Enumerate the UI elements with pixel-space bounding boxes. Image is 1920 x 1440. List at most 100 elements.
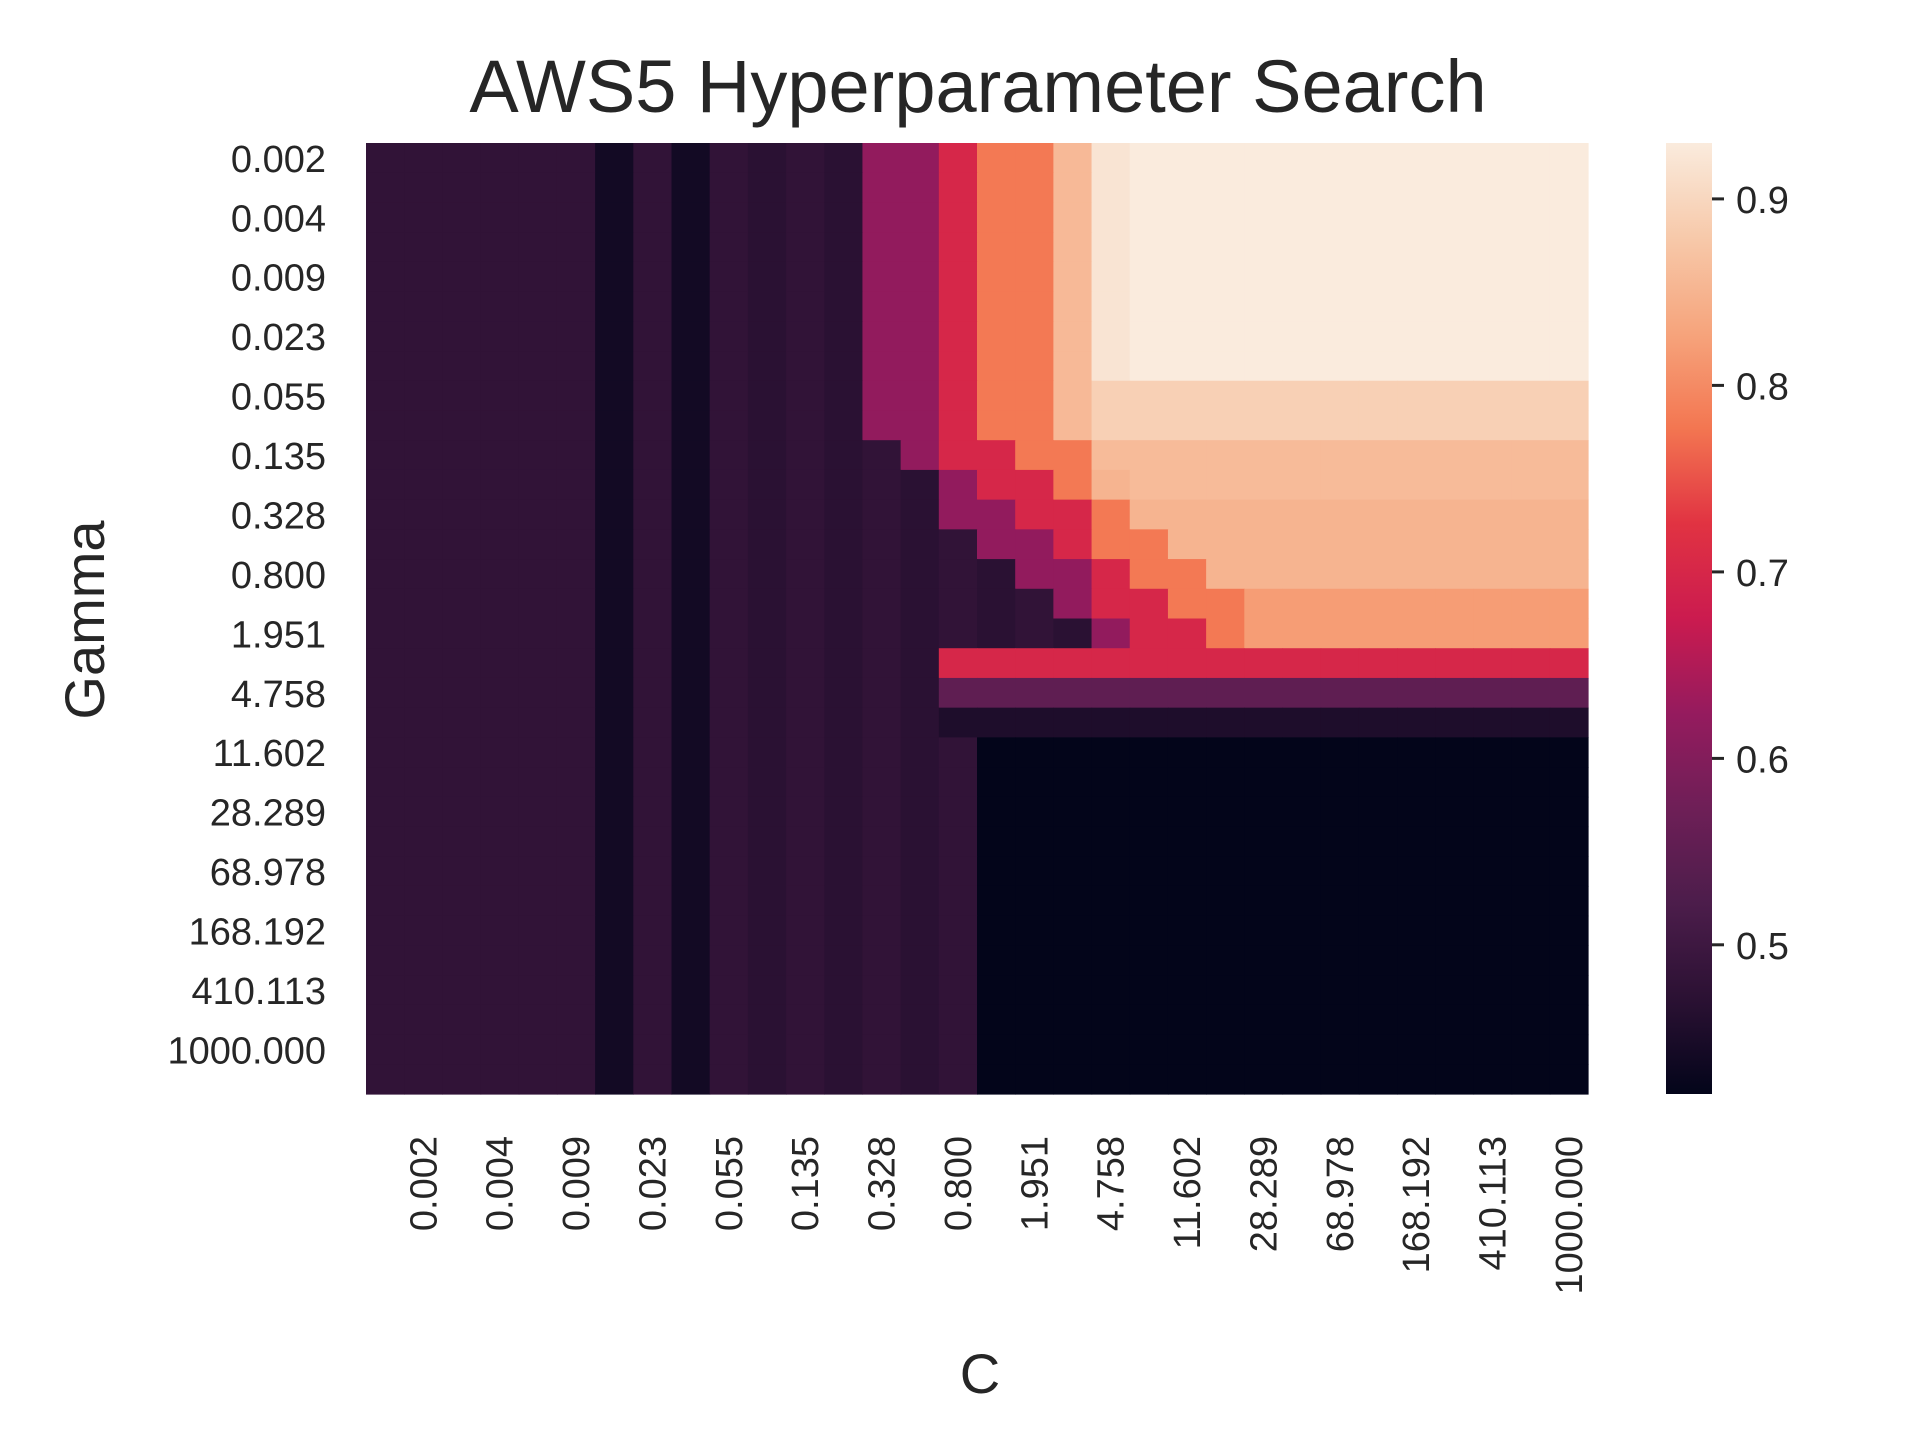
heatmap-cell: [1244, 975, 1284, 1006]
heatmap-cell: [1206, 351, 1245, 382]
heatmap-cell: [747, 351, 787, 382]
heatmap-cell: [709, 737, 749, 768]
heatmap-cell: [1129, 677, 1169, 709]
heatmap-cell: [595, 499, 634, 530]
heatmap-cell: [1129, 707, 1169, 738]
heatmap-cell: [1282, 767, 1322, 798]
x-axis-ticks: 0.002 0.004 0.009 0.023 0.055 0.135 0.328 0.800…: [403, 1136, 1591, 1295]
heatmap-cell: [480, 677, 520, 709]
heatmap-cell: [366, 915, 405, 947]
heatmap-cell: [556, 618, 596, 649]
heatmap-cell: [824, 885, 864, 917]
heatmap-cell: [366, 1064, 405, 1095]
heatmap-cell: [518, 618, 558, 649]
heatmap-cell: [404, 856, 443, 887]
heatmap-cell: [633, 915, 673, 947]
heatmap-cell: [1397, 588, 1436, 620]
heatmap-cell: [442, 559, 482, 590]
heatmap-cell: [518, 143, 558, 174]
heatmap-cell: [442, 202, 482, 233]
heatmap-cell: [1282, 440, 1322, 471]
heatmap-cell: [1244, 826, 1284, 857]
heatmap-cell: [1167, 1034, 1207, 1065]
heatmap-cell: [1244, 707, 1284, 738]
heatmap-cell: [1397, 707, 1436, 738]
heatmap-cell: [556, 796, 596, 828]
heatmap-cell: [709, 618, 749, 649]
heatmap-cell: [1397, 172, 1436, 204]
heatmap-cell: [747, 202, 787, 233]
heatmap-cell: [480, 172, 520, 204]
heatmap-cell: [1358, 321, 1398, 352]
heatmap-cell: [938, 1034, 978, 1065]
heatmap-cell: [938, 945, 978, 976]
heatmap-cell: [480, 1034, 520, 1065]
heatmap-cell: [1206, 321, 1245, 352]
heatmap-cell: [633, 1034, 673, 1065]
heatmap-cell: [1091, 796, 1131, 828]
heatmap-cell: [786, 885, 825, 917]
heatmap-cell: [1282, 648, 1322, 679]
heatmap-cell: [1167, 529, 1207, 560]
heatmap-cell: [480, 945, 520, 976]
heatmap-cell: [1129, 588, 1169, 620]
heatmap-cell: [862, 321, 902, 352]
heatmap-cell: [1167, 915, 1207, 947]
heatmap-cell: [1015, 767, 1054, 798]
heatmap-cell: [595, 885, 634, 917]
heatmap-cell: [786, 1064, 825, 1095]
heatmap-cell: [1167, 469, 1207, 501]
heatmap-cell: [595, 440, 634, 471]
heatmap-cell: [480, 410, 520, 441]
heatmap-cell: [824, 321, 864, 352]
heatmap-cell: [1511, 559, 1551, 590]
heatmap-cell: [1167, 351, 1207, 382]
heatmap-cell: [747, 559, 787, 590]
heatmap-cell: [1206, 143, 1245, 174]
heatmap-cell: [1549, 588, 1589, 620]
heatmap-cell: [1473, 261, 1513, 293]
heatmap-cell: [442, 351, 482, 382]
colorbar-tick-label: 0.5: [1736, 926, 1789, 968]
heatmap-cell: [862, 1034, 902, 1065]
heatmap-cell: [1549, 796, 1589, 828]
heatmap-cell: [862, 202, 902, 233]
heatmap-cell: [786, 529, 825, 560]
heatmap-cell: [824, 945, 864, 976]
heatmap-cell: [442, 975, 482, 1006]
heatmap-cell: [709, 648, 749, 679]
heatmap-cell: [480, 648, 520, 679]
x-tick-label: 0.328: [862, 1136, 904, 1231]
heatmap-cell: [404, 945, 443, 976]
heatmap-cell: [1397, 856, 1436, 887]
heatmap-cell: [1206, 618, 1245, 649]
heatmap-cell: [366, 618, 405, 649]
heatmap-cell: [977, 469, 1016, 501]
heatmap-cell: [1244, 440, 1284, 471]
heatmap-cell: [1091, 321, 1131, 352]
heatmap-cell: [366, 172, 405, 204]
heatmap-cell: [595, 261, 634, 293]
heatmap-cell: [1282, 143, 1322, 174]
heatmap-cell: [1015, 380, 1054, 412]
heatmap-cell: [556, 588, 596, 620]
heatmap-cell: [1358, 915, 1398, 947]
heatmap-cell: [1435, 648, 1475, 679]
heatmap-cell: [1129, 410, 1169, 441]
heatmap-cell: [1167, 559, 1207, 590]
heatmap-cell: [1549, 915, 1589, 947]
y-tick-label: 68.978: [210, 852, 326, 894]
heatmap-cell: [824, 172, 864, 204]
heatmap-cell: [1397, 351, 1436, 382]
heatmap-cell: [1282, 559, 1322, 590]
heatmap-cell: [480, 796, 520, 828]
heatmap-cell: [862, 618, 902, 649]
heatmap-cell: [366, 885, 405, 917]
heatmap-cell: [404, 885, 443, 917]
y-tick-label: 11.602: [213, 733, 326, 775]
heatmap-cell: [518, 559, 558, 590]
heatmap-cell: [1091, 1034, 1131, 1065]
heatmap-cell: [938, 677, 978, 709]
heatmap-cell: [786, 559, 825, 590]
heatmap-cell: [1244, 291, 1284, 322]
